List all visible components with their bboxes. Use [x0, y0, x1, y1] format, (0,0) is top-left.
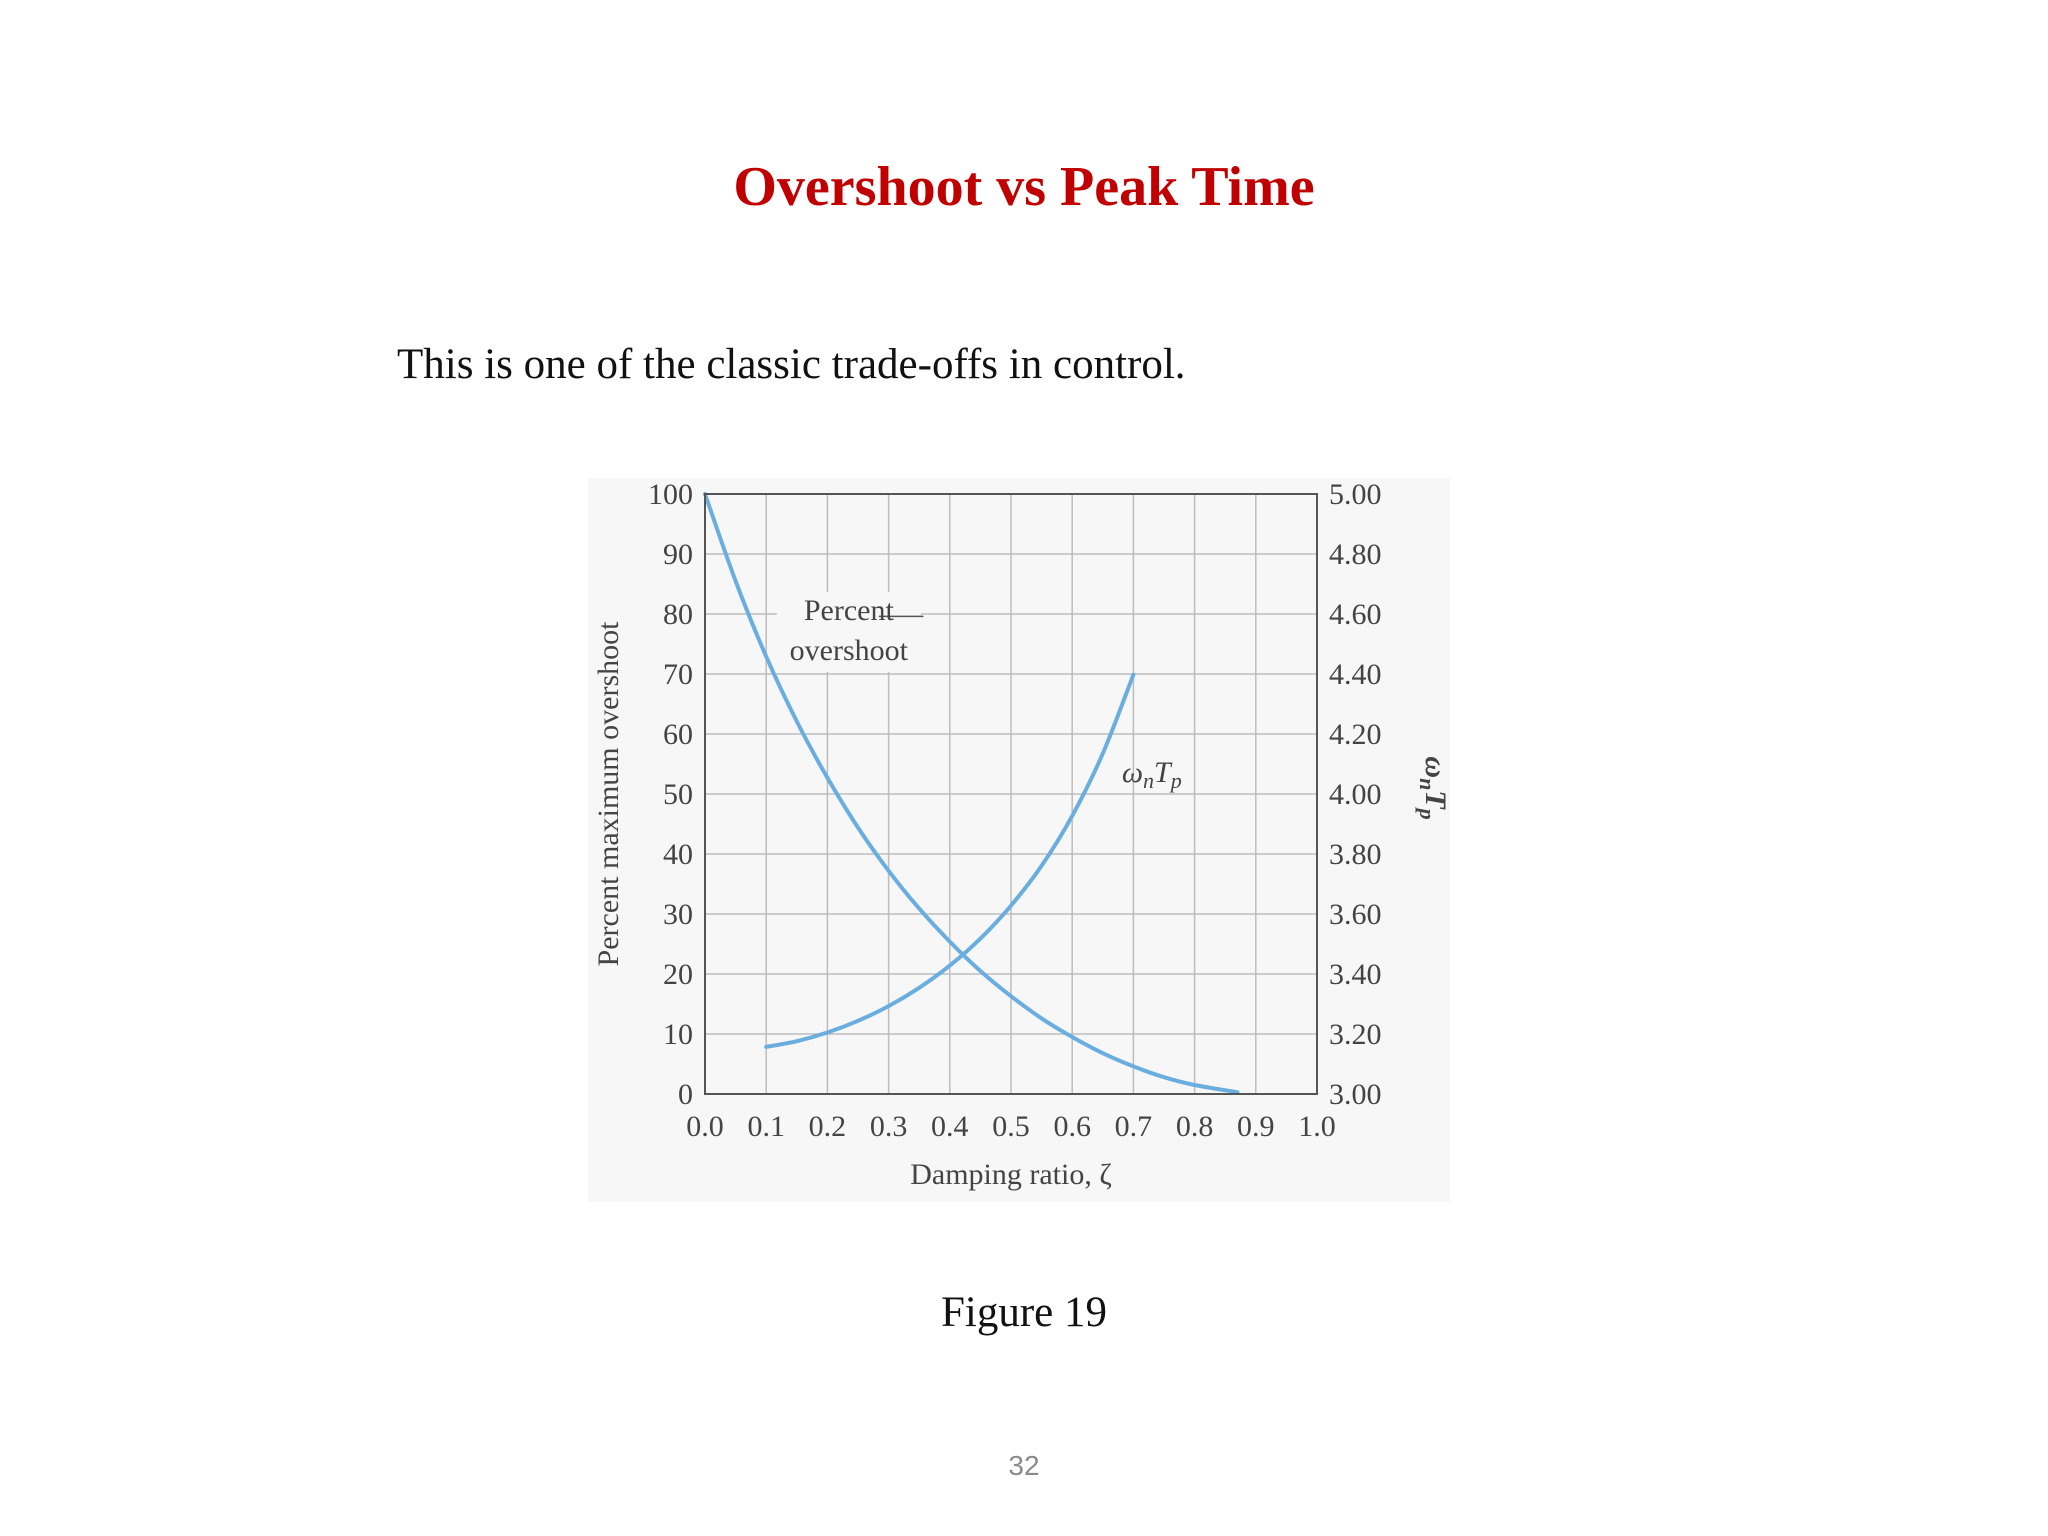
y2-tick-label: 3.60	[1329, 898, 1382, 931]
y2-tick-label: 4.00	[1329, 778, 1382, 811]
annotation-wn-tp-omega: ω	[1122, 756, 1143, 789]
y-tick-label: 30	[663, 898, 693, 931]
grid-layer	[704, 493, 1318, 1095]
x-tick-label: 0.5	[992, 1110, 1030, 1143]
x-tick-label: 1.0	[1298, 1110, 1336, 1143]
y-tick-label: 0	[678, 1078, 693, 1111]
y2-tick-label: 3.20	[1329, 1018, 1382, 1051]
figure-caption: Figure 19	[940, 1289, 1108, 1336]
tick-layer: 0.0 0.1 0.2 0.3 0.4 0.5 0.6 0.7 0.8 0.9 1.0 0 10 20 30…	[648, 478, 1382, 1143]
x-tick-label: 0.8	[1176, 1110, 1214, 1143]
y2-tick-label: 3.80	[1329, 838, 1382, 871]
x-axis-label: Damping ratio, ζ	[910, 1158, 1112, 1191]
y2-axis-label-p: p	[1415, 807, 1440, 820]
y-tick-label: 40	[663, 838, 693, 871]
y-tick-label: 10	[663, 1018, 693, 1051]
annotation-wn-tp-t: T	[1154, 756, 1173, 789]
y-tick-label: 90	[663, 538, 693, 571]
y2-tick-label: 5.00	[1329, 478, 1382, 511]
y2-tick-label: 3.40	[1329, 958, 1382, 991]
curve-layer	[703, 492, 1240, 1095]
annotation-wn-tp-p: p	[1169, 768, 1182, 793]
y2-axis-label-n: n	[1415, 778, 1440, 790]
series-line-percent-overshoot	[703, 492, 1240, 1095]
y2-axis-label: ωnTp	[1415, 756, 1450, 819]
y2-tick-label: 4.60	[1329, 598, 1382, 631]
slide-title: Overshoot vs Peak Time	[733, 156, 1315, 218]
series-line-wn-tp	[764, 672, 1136, 1049]
y-tick-label: 20	[663, 958, 693, 991]
y-tick-label: 100	[648, 478, 693, 511]
y2-tick-label: 3.00	[1329, 1078, 1382, 1111]
y2-axis-label-t: T	[1419, 790, 1450, 810]
y-tick-label: 50	[663, 778, 693, 811]
y-tick-label: 70	[663, 658, 693, 691]
y-axis-label: Percent maximum overshoot	[592, 621, 625, 967]
x-tick-label: 0.0	[686, 1110, 724, 1143]
annotation-wn-tp: ωnTp	[1122, 756, 1182, 793]
x-tick-label: 0.1	[747, 1110, 785, 1143]
y2-tick-label: 4.40	[1329, 658, 1382, 691]
x-tick-label: 0.2	[809, 1110, 847, 1143]
slide-body-text: This is one of the classic trade-offs in…	[397, 341, 1186, 388]
chart-svg: 0.0 0.1 0.2 0.3 0.4 0.5 0.6 0.7 0.8 0.9 1.0 0 10 20 30…	[592, 478, 1450, 1191]
x-tick-label: 0.3	[870, 1110, 908, 1143]
page-number: 32	[1008, 1450, 1040, 1481]
plot-frame	[704, 493, 1318, 1095]
x-tick-label: 0.9	[1237, 1110, 1275, 1143]
annotation-wn-tp-n: n	[1143, 768, 1154, 793]
y-tick-label: 80	[663, 598, 693, 631]
x-tick-label: 0.7	[1115, 1110, 1153, 1143]
annotation-overshoot-label: overshoot	[790, 634, 909, 667]
x-tick-label: 0.6	[1053, 1110, 1091, 1143]
y2-axis-label-omega: ω	[1419, 756, 1450, 778]
figure-chart: 0.0 0.1 0.2 0.3 0.4 0.5 0.6 0.7 0.8 0.9 1.0 0 10 20 30…	[588, 478, 1450, 1202]
y2-tick-label: 4.80	[1329, 538, 1382, 571]
annotation-percent-label: Percent	[804, 594, 895, 627]
y2-tick-label: 4.20	[1329, 718, 1382, 751]
x-tick-label: 0.4	[931, 1110, 969, 1143]
annotation-percent-overshoot: Percent overshoot	[776, 592, 924, 672]
y-tick-label: 60	[663, 718, 693, 751]
annotation-background	[776, 592, 921, 672]
